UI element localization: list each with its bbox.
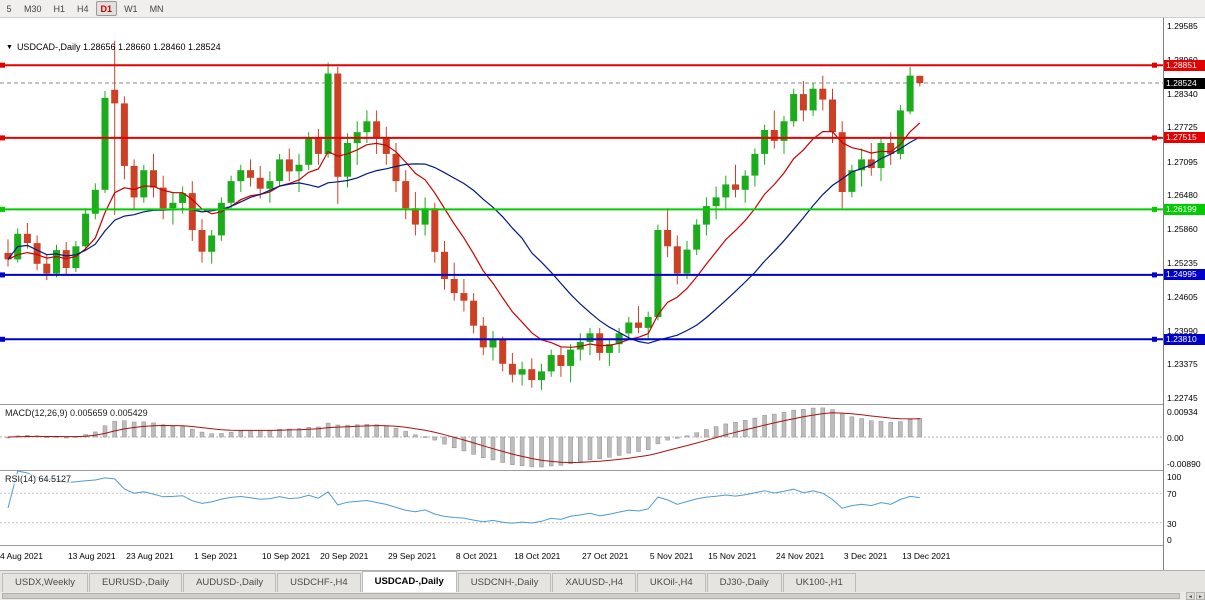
rsi-line xyxy=(7,471,920,524)
date-axis-label: 20 Sep 2021 xyxy=(320,551,369,561)
horizontal-level-line[interactable] xyxy=(0,135,1163,141)
panel-separator xyxy=(0,470,1163,471)
price-axis-tick: 1.23375 xyxy=(1167,358,1198,369)
horizontal-scrollbar[interactable]: ◄ ► xyxy=(0,592,1205,600)
timeframe-button-m30[interactable]: M30 xyxy=(19,1,47,16)
price-axis-tick: 1.25235 xyxy=(1167,257,1198,268)
macd-indicator-panel[interactable] xyxy=(0,405,1163,470)
chart-region: ▼ USDCAD-,Daily 1.28656 1.28660 1.28460 … xyxy=(0,18,1205,570)
chart-title: ▼ USDCAD-,Daily 1.28656 1.28660 1.28460 … xyxy=(6,42,221,52)
timeframe-button-h4[interactable]: H4 xyxy=(72,1,94,16)
date-axis: 4 Aug 2021 13 Aug 2021 23 Aug 2021 1 Sep 20… xyxy=(0,545,1163,570)
date-axis-label: 13 Dec 2021 xyxy=(902,551,951,561)
tab-ukoil-h4[interactable]: UKOil-,H4 xyxy=(636,573,706,592)
ma-slow-line xyxy=(7,136,921,344)
tab-uk100-h1[interactable]: UK100-,H1 xyxy=(782,573,856,592)
price-level-badge: 1.26199 xyxy=(1164,203,1205,215)
date-axis-label: 23 Aug 2021 xyxy=(126,551,174,561)
price-axis-tick: 1.28340 xyxy=(1167,89,1198,100)
date-axis-label: 3 Dec 2021 xyxy=(843,551,888,561)
tab-usdx-weekly[interactable]: USDX,Weekly xyxy=(2,573,89,592)
price-axis-tick: 1.23990 xyxy=(1167,325,1198,336)
horizontal-level-line[interactable] xyxy=(0,336,1163,342)
price-axis-tick: 1.22745 xyxy=(1167,393,1198,404)
chart-title-text: USDCAD-,Daily 1.28656 1.28660 1.28460 1.… xyxy=(16,42,221,52)
tab-usdcnh-daily[interactable]: USDCNH-,Daily xyxy=(457,573,552,592)
timeframe-button-w1[interactable]: W1 xyxy=(119,1,143,16)
date-axis-label: 24 Nov 2021 xyxy=(776,551,825,561)
price-axis-tick: 1.29585 xyxy=(1167,21,1198,32)
timeframe-button-5[interactable]: 5 xyxy=(1,1,17,16)
rsi-label: RSI(14) 64.5127 xyxy=(5,474,72,484)
macd-axis-zero: 0.00 xyxy=(1167,432,1184,443)
chart-marker-icon: ▼ xyxy=(6,43,13,51)
price-axis-tick: 1.24605 xyxy=(1167,292,1198,303)
date-axis-label: 29 Sep 2021 xyxy=(388,551,437,561)
scroll-right-button[interactable]: ► xyxy=(1196,592,1205,600)
candles-layer xyxy=(4,40,924,390)
macd-histogram xyxy=(5,407,923,468)
macd-label: MACD(12,26,9) 0.005659 0.005429 xyxy=(5,408,148,418)
tab-usdcad-daily[interactable]: USDCAD-,Daily xyxy=(361,571,457,592)
panel-separator xyxy=(0,404,1163,405)
horizontal-level-line[interactable] xyxy=(0,272,1163,278)
horizontal-level-line[interactable] xyxy=(0,62,1163,68)
timeframe-toolbar: 5 M30 H1 H4 D1 W1 MN xyxy=(0,0,1205,18)
tab-xauusd-h4[interactable]: XAUUSD-,H4 xyxy=(552,573,636,592)
timeframe-button-d1[interactable]: D1 xyxy=(95,1,118,16)
scrollbar-thumb[interactable] xyxy=(2,593,1180,599)
price-axis: 1.295851.289601.283401.277251.270951.264… xyxy=(1163,18,1205,570)
macd-axis-min: -0.00890 xyxy=(1167,459,1201,469)
price-axis-tick: 1.26480 xyxy=(1167,190,1198,201)
price-level-badge: 1.28851 xyxy=(1164,59,1205,71)
rsi-indicator-panel[interactable] xyxy=(0,471,1163,545)
chart-tabs-bar: USDX,Weekly EURUSD-,Daily AUDUSD-,Daily USD… xyxy=(0,570,1205,592)
rsi-axis-tick: 30 xyxy=(1167,518,1177,529)
price-level-badge: 1.24995 xyxy=(1164,269,1205,281)
price-level-badge: 1.23810 xyxy=(1164,333,1205,345)
timeframe-button-h1[interactable]: H1 xyxy=(48,1,71,16)
current-price-badge: 1.28524 xyxy=(1164,77,1205,89)
price-axis-tick: 1.27095 xyxy=(1167,156,1198,167)
date-axis-label: 5 Nov 2021 xyxy=(649,551,694,561)
tab-audusd-daily[interactable]: AUDUSD-,Daily xyxy=(183,573,277,592)
date-axis-label: 27 Oct 2021 xyxy=(582,551,629,561)
tab-eurusd-daily[interactable]: EURUSD-,Daily xyxy=(89,573,183,592)
tab-usdchf-h4[interactable]: USDCHF-,H4 xyxy=(277,573,361,592)
ma-fast-line xyxy=(7,122,921,348)
macd-axis-max: 0.00934 xyxy=(1167,407,1198,417)
horizontal-level-line[interactable] xyxy=(0,206,1163,212)
date-axis-label: 10 Sep 2021 xyxy=(261,551,311,561)
date-axis-label: 15 Nov 2021 xyxy=(708,551,757,561)
rsi-axis-tick: 100 xyxy=(1167,472,1182,482)
date-axis-label: 4 Aug 2021 xyxy=(0,551,44,561)
date-axis-label: 1 Sep 2021 xyxy=(194,551,238,561)
rsi-axis-tick: 0 xyxy=(1167,535,1172,545)
rsi-axis-tick: 70 xyxy=(1167,489,1177,500)
macd-signal-line xyxy=(7,412,920,464)
scroll-left-button[interactable]: ◄ xyxy=(1186,592,1195,600)
tab-dj30-daily[interactable]: DJ30-,Daily xyxy=(706,573,782,592)
price-axis-tick: 1.27725 xyxy=(1167,122,1198,133)
price-axis-tick: 1.25860 xyxy=(1167,223,1198,234)
date-axis-label: 13 Aug 2021 xyxy=(67,551,116,561)
price-level-badge: 1.27515 xyxy=(1164,132,1205,144)
date-axis-label: 8 Oct 2021 xyxy=(455,551,498,561)
timeframe-button-mn[interactable]: MN xyxy=(144,1,169,16)
date-axis-label: 18 Oct 2021 xyxy=(514,551,561,561)
main-price-chart[interactable] xyxy=(0,18,1163,404)
